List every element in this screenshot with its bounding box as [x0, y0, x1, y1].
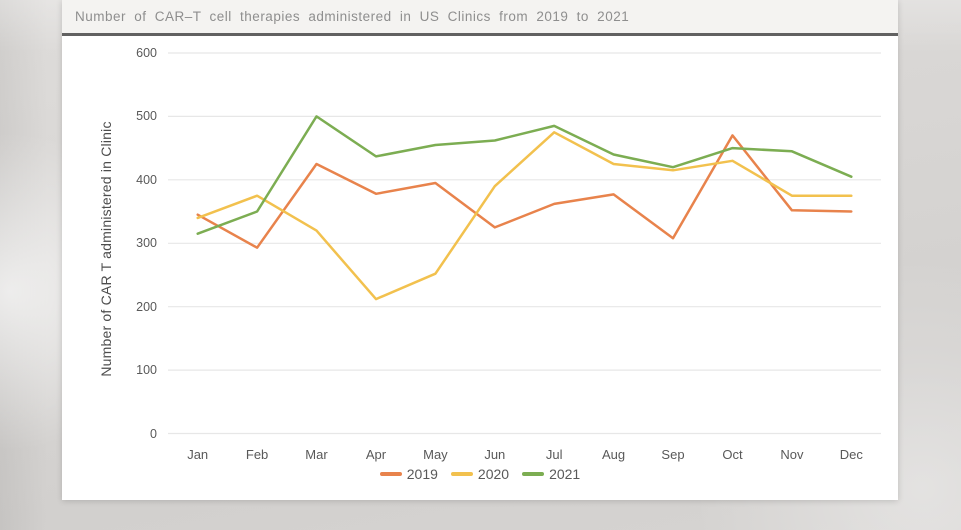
chart-legend: 2019 2020 2021	[62, 466, 898, 482]
series-line-2021	[196, 115, 853, 235]
line-plot	[168, 52, 881, 435]
chart-card: Number of CAR–T cell therapies administe…	[62, 0, 898, 500]
series-line-2020	[196, 131, 853, 301]
legend-swatch-icon	[450, 472, 473, 476]
legend-item-2020: 2020	[450, 466, 510, 482]
legend-item-2019: 2019	[379, 466, 438, 482]
title-divider	[62, 33, 898, 36]
chart-area: Number of CAR T administered in Clinic 0…	[62, 36, 898, 500]
chart-title: Number of CAR–T cell therapies administe…	[62, 0, 898, 33]
series-line-2019	[196, 134, 853, 249]
legend-label: 2020	[477, 466, 510, 482]
legend-label: 2019	[406, 466, 438, 482]
legend-swatch-icon	[379, 472, 402, 476]
y-axis-label: Number of CAR T administered in Clinic	[98, 121, 114, 377]
legend-label: 2021	[549, 466, 581, 482]
legend-swatch-icon	[522, 472, 545, 476]
legend-item-2021: 2021	[522, 466, 580, 482]
